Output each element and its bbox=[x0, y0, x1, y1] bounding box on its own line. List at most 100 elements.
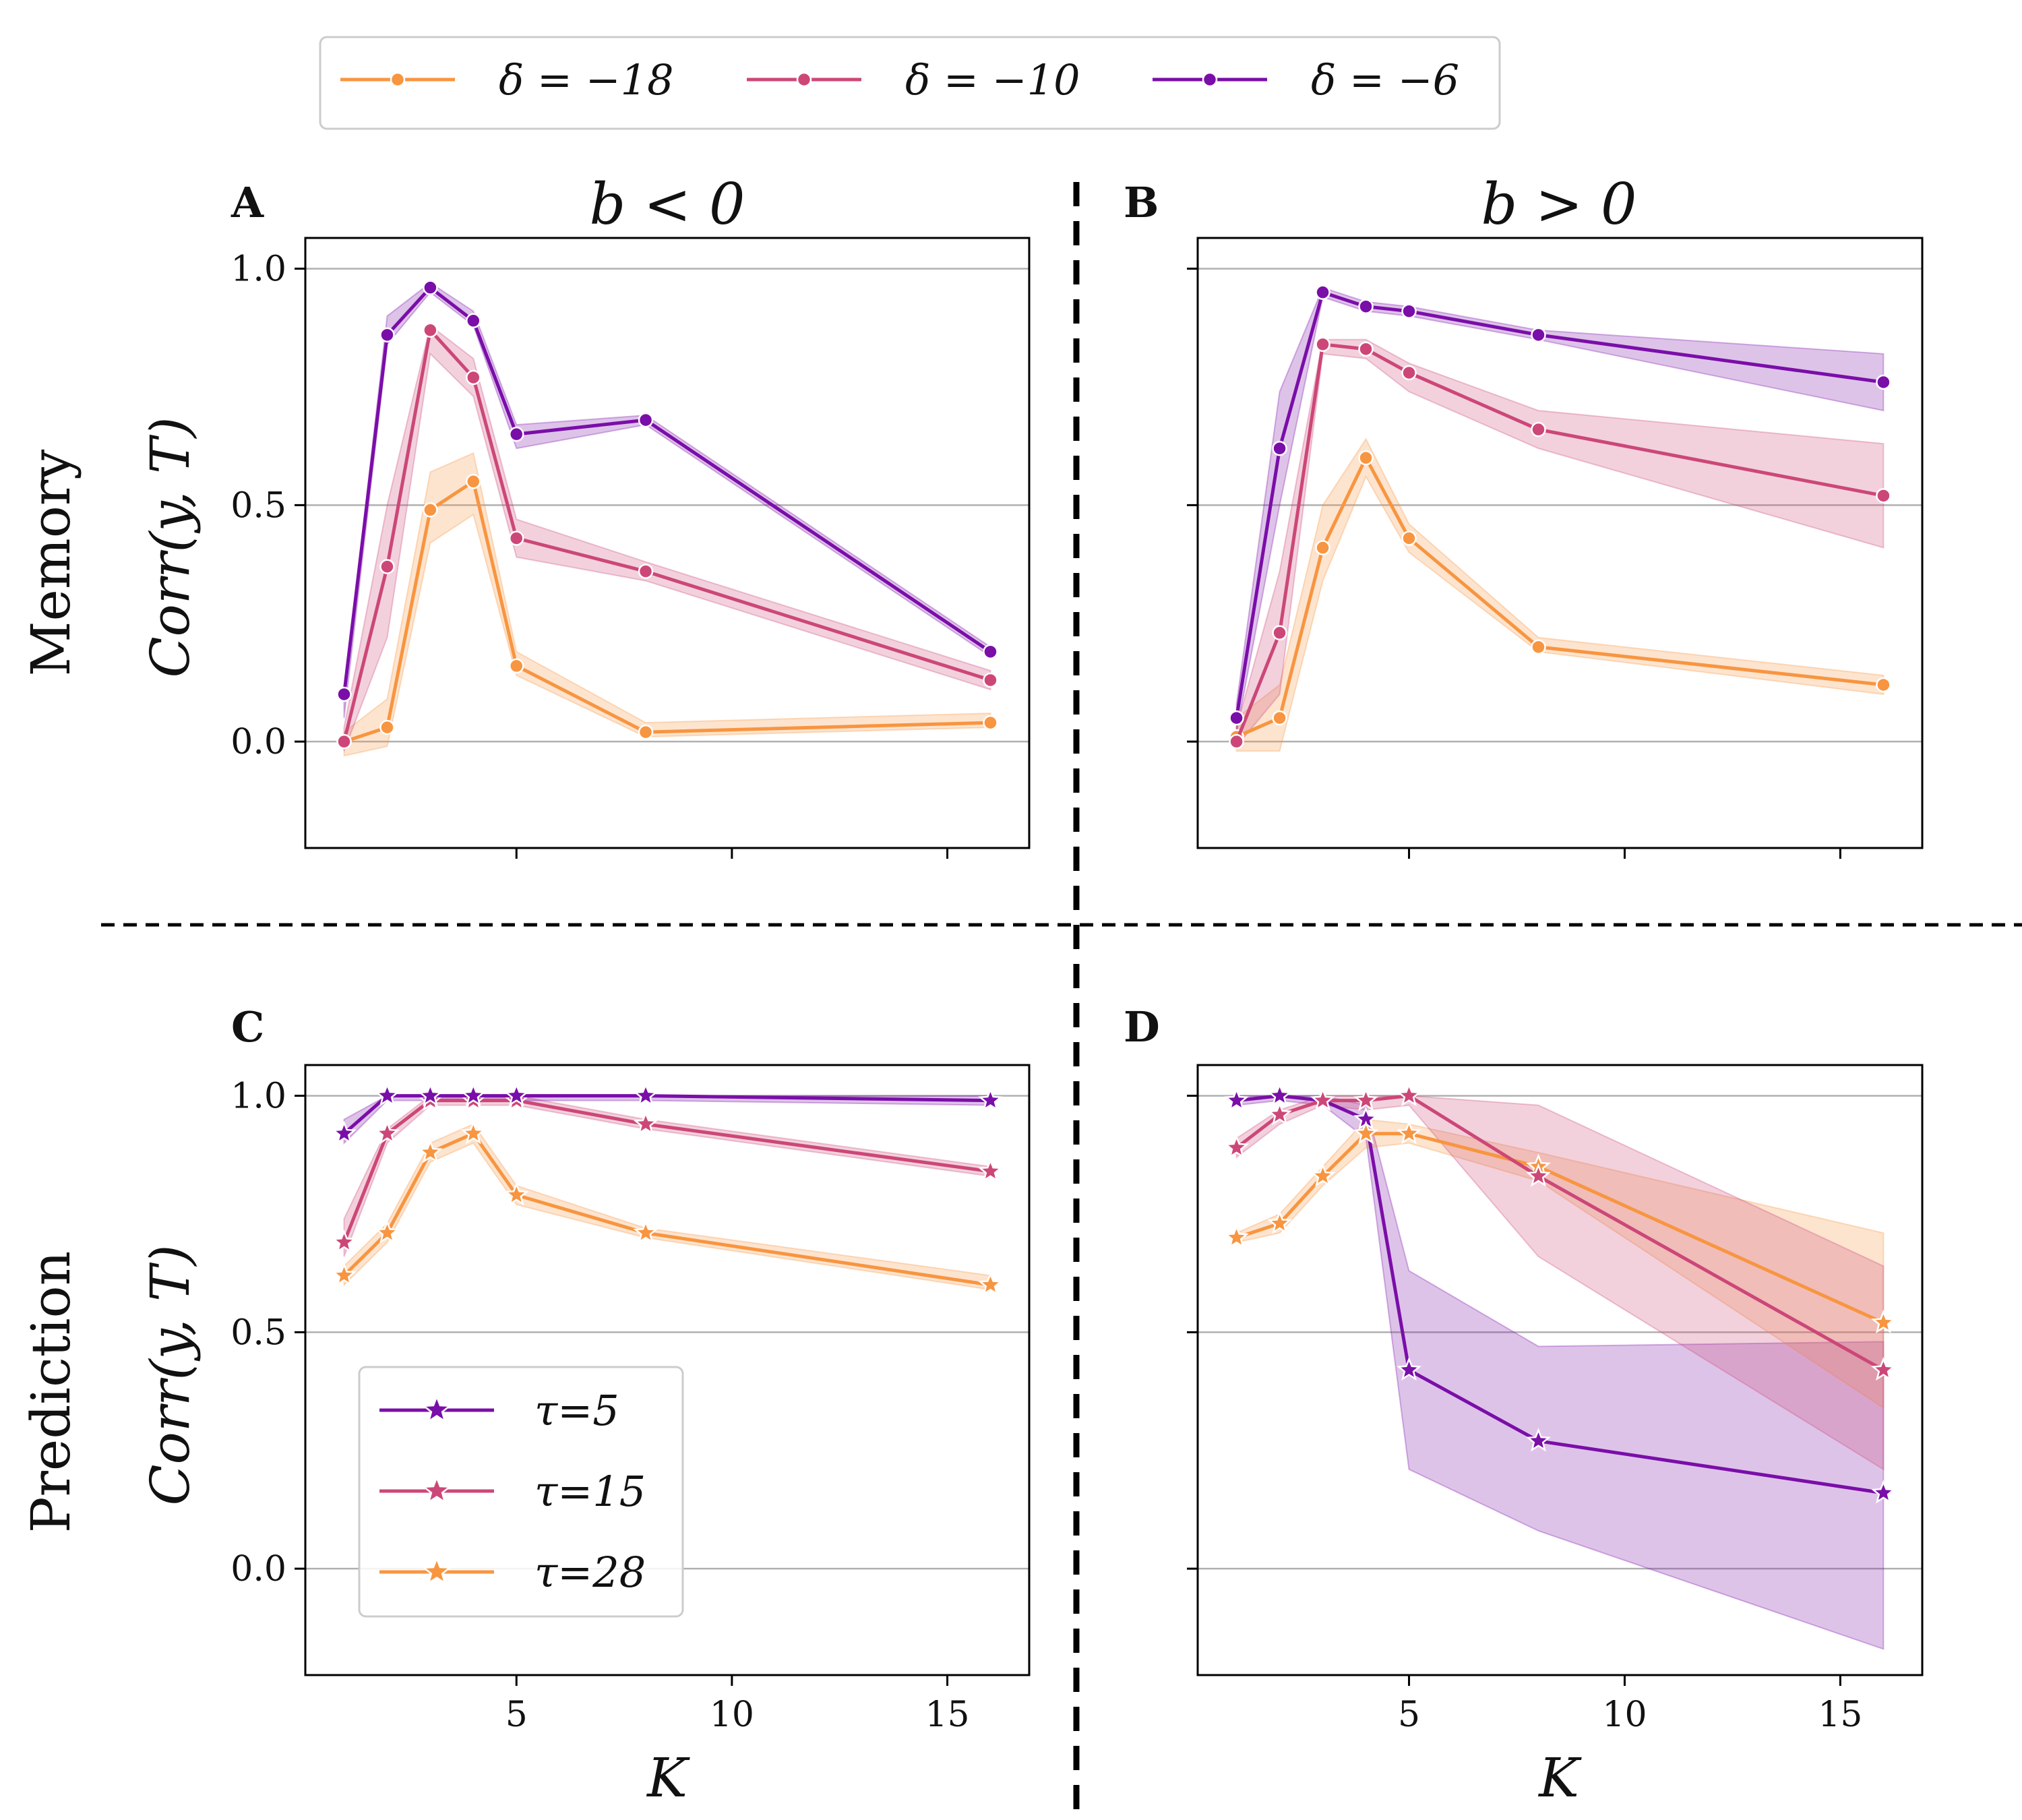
axes-frame-d bbox=[1196, 1064, 1924, 1676]
point-c-0-1 bbox=[374, 1219, 400, 1244]
panel-letter-b: B bbox=[1124, 178, 1159, 227]
point-a-2-6 bbox=[983, 644, 998, 660]
point-d-0-5 bbox=[1526, 1428, 1551, 1452]
panel-c-legend-label-2: τ=28 bbox=[534, 1548, 646, 1597]
point-d-0-0 bbox=[1224, 1087, 1250, 1112]
top-legend-label-0: δ = −18 bbox=[499, 55, 674, 104]
point-d-2-1 bbox=[1267, 1101, 1293, 1126]
panel-c-legend-marker-1 bbox=[421, 1475, 452, 1505]
point-b-1-1 bbox=[1272, 625, 1287, 641]
point-b-0-2 bbox=[1315, 540, 1330, 555]
point-c-0-0 bbox=[332, 1262, 357, 1286]
ytick-label-c-1: 0.5 bbox=[231, 1312, 286, 1353]
panel-c-legend-marker-2 bbox=[421, 1556, 452, 1585]
panel-letter-d: D bbox=[1124, 1002, 1160, 1052]
xlabel-right: K bbox=[1537, 1747, 1582, 1809]
point-b-2-3 bbox=[1358, 299, 1374, 314]
point-a-2-2 bbox=[423, 280, 438, 295]
ytick-label-c-2: 1.0 bbox=[231, 1076, 286, 1117]
point-c-2-0 bbox=[332, 1120, 357, 1145]
point-d-0-1 bbox=[1267, 1083, 1293, 1107]
ytick-label-a-1: 0.5 bbox=[231, 485, 286, 526]
panel-c-legend: τ=5 τ=15 τ=28 bbox=[358, 1366, 684, 1618]
band-b-2 bbox=[1235, 286, 1885, 733]
point-d-0-6 bbox=[1870, 1480, 1896, 1504]
band-b-1 bbox=[1235, 338, 1885, 748]
point-b-1-0 bbox=[1229, 733, 1244, 750]
ytick-label-a-2: 1.0 bbox=[231, 249, 286, 290]
panel-c-legend-label-1: τ=15 bbox=[534, 1467, 646, 1516]
point-a-1-3 bbox=[466, 369, 481, 386]
point-b-2-1 bbox=[1272, 440, 1287, 456]
point-c-2-4 bbox=[503, 1083, 529, 1107]
axes-frame-c bbox=[304, 1064, 1031, 1676]
panel-c-legend-marker-0 bbox=[421, 1394, 452, 1424]
point-c-2-5 bbox=[633, 1083, 658, 1107]
point-d-2-4 bbox=[1397, 1083, 1422, 1107]
point-a-0-1 bbox=[379, 719, 395, 735]
panel-c-legend-frame bbox=[358, 1366, 684, 1618]
point-d-1-4 bbox=[1397, 1120, 1422, 1145]
point-b-0-1 bbox=[1272, 710, 1287, 726]
point-d-2-3 bbox=[1353, 1087, 1379, 1112]
point-c-1-1 bbox=[374, 1120, 400, 1145]
point-a-1-5 bbox=[638, 564, 654, 579]
point-b-0-6 bbox=[1876, 677, 1891, 693]
point-a-0-4 bbox=[509, 658, 524, 674]
top-legend-marker-0 bbox=[390, 71, 406, 88]
point-b-2-2 bbox=[1315, 284, 1330, 300]
panel-a: 0.0 0.5 1.0 bbox=[231, 237, 1031, 859]
top-legend-marker-1 bbox=[796, 71, 812, 88]
point-d-2-5 bbox=[1526, 1163, 1551, 1187]
band-a-1 bbox=[343, 324, 991, 752]
point-d-2-6 bbox=[1870, 1357, 1896, 1381]
xtick-label-d-1: 10 bbox=[1602, 1695, 1647, 1735]
point-c-0-4 bbox=[503, 1182, 529, 1206]
point-d-1-6 bbox=[1870, 1309, 1896, 1334]
axes-frame-a bbox=[304, 237, 1031, 849]
top-legend-marker-2 bbox=[1202, 71, 1218, 88]
ylabel-bottom: Corr(y, T) bbox=[139, 1244, 202, 1505]
point-b-0-4 bbox=[1401, 530, 1417, 546]
xtick-label-d-2: 15 bbox=[1818, 1695, 1862, 1735]
point-b-2-0 bbox=[1229, 710, 1244, 726]
point-c-0-2 bbox=[417, 1139, 443, 1163]
point-d-1-3 bbox=[1353, 1120, 1379, 1145]
point-a-0-2 bbox=[423, 502, 438, 518]
point-a-1-0 bbox=[336, 733, 352, 750]
point-c-1-6 bbox=[977, 1158, 1003, 1182]
xtick-label-d-0: 5 bbox=[1398, 1695, 1420, 1735]
panel-letter-a: A bbox=[231, 178, 264, 227]
point-c-0-6 bbox=[977, 1271, 1003, 1296]
point-a-1-6 bbox=[983, 672, 998, 688]
point-a-2-0 bbox=[336, 686, 352, 702]
point-a-2-1 bbox=[379, 327, 395, 343]
point-d-1-1 bbox=[1267, 1210, 1293, 1234]
panel-c-legend-label-0: τ=5 bbox=[534, 1386, 619, 1435]
point-c-2-6 bbox=[977, 1087, 1003, 1112]
point-a-0-3 bbox=[466, 474, 481, 489]
point-d-1-0 bbox=[1224, 1224, 1250, 1248]
ytick-label-c-0: 0.0 bbox=[231, 1549, 286, 1589]
point-a-2-5 bbox=[638, 412, 654, 428]
column-title-left: b < 0 bbox=[590, 171, 745, 237]
xtick-label-c-2: 15 bbox=[925, 1695, 969, 1735]
panel-letter-c: C bbox=[231, 1002, 264, 1052]
top-legend: δ = −18 δ = −10 δ = −6 bbox=[319, 36, 1501, 130]
point-a-1-1 bbox=[379, 559, 395, 574]
column-title-right: b > 0 bbox=[1481, 171, 1637, 237]
point-a-1-2 bbox=[423, 322, 438, 338]
point-d-1-2 bbox=[1310, 1163, 1336, 1187]
axes-frame-b bbox=[1196, 237, 1924, 849]
panel-d: 5 10 15 bbox=[1187, 1064, 1924, 1735]
xtick-label-c-0: 5 bbox=[506, 1695, 528, 1735]
point-a-1-4 bbox=[509, 530, 524, 546]
point-d-2-2 bbox=[1310, 1087, 1336, 1112]
point-c-2-1 bbox=[374, 1083, 400, 1107]
band-a-0 bbox=[343, 452, 991, 757]
point-b-1-6 bbox=[1876, 488, 1891, 504]
xtick-label-c-1: 10 bbox=[710, 1695, 754, 1735]
point-b-1-4 bbox=[1401, 365, 1417, 381]
point-b-2-6 bbox=[1876, 374, 1891, 390]
